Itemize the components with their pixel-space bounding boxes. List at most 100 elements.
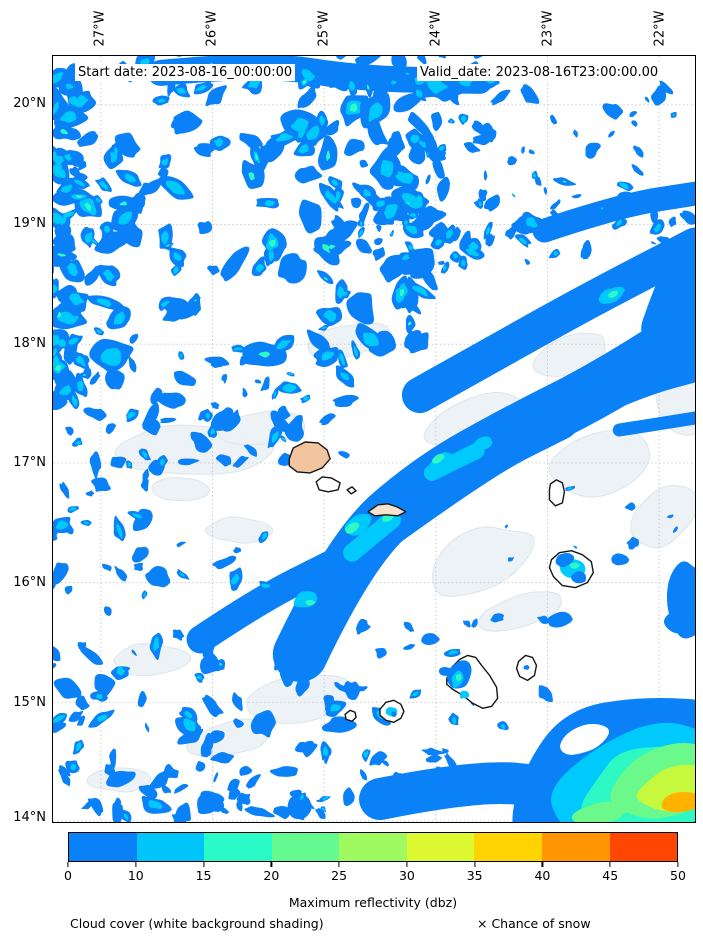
precip-blob bbox=[359, 159, 369, 168]
precip-core bbox=[325, 190, 337, 204]
island-rain-santiago bbox=[438, 667, 453, 676]
colorbar-segment bbox=[271, 833, 340, 861]
colorbar-segment bbox=[136, 833, 205, 861]
precip-blob bbox=[478, 188, 488, 202]
precip-blob bbox=[232, 692, 243, 711]
precip-blob bbox=[608, 130, 615, 138]
start-date-title: Start date: 2023-08-16_00:00:00 bbox=[75, 64, 296, 81]
island-rain-boa-vista bbox=[569, 562, 580, 569]
precip-core bbox=[327, 244, 336, 249]
precip-blob bbox=[442, 748, 449, 754]
precip-core bbox=[363, 189, 371, 197]
precip-core bbox=[418, 141, 427, 148]
lat-tick-17n: 17°N bbox=[13, 455, 46, 470]
precip-core bbox=[100, 347, 122, 367]
precip-core bbox=[264, 199, 276, 207]
precip-blob bbox=[273, 805, 291, 820]
precip-blob bbox=[315, 808, 326, 820]
precip-core bbox=[300, 794, 304, 801]
precip-core bbox=[99, 180, 109, 190]
precip-core bbox=[405, 72, 410, 75]
precip-blob bbox=[80, 647, 104, 665]
precip-blob bbox=[109, 748, 117, 770]
precip-core bbox=[260, 583, 271, 589]
precip-blob bbox=[507, 156, 518, 166]
precip-blob bbox=[114, 565, 128, 582]
precip-core bbox=[180, 353, 183, 359]
precip-blob bbox=[212, 555, 237, 570]
precip-blob bbox=[254, 379, 262, 384]
precip-core bbox=[75, 742, 82, 752]
precip-blob bbox=[407, 111, 435, 140]
lon-tick-26w: 26°W bbox=[204, 10, 220, 46]
precip-blob bbox=[355, 56, 382, 67]
precip-core bbox=[91, 238, 98, 245]
lon-tick-24w: 24°W bbox=[428, 10, 444, 46]
precip-blob bbox=[75, 695, 90, 711]
precip-core bbox=[600, 207, 604, 210]
colorbar-title: Maximum reflectivity (dbz) bbox=[288, 895, 458, 910]
precip-band bbox=[401, 227, 695, 414]
precip-blob bbox=[524, 258, 531, 265]
precip-core bbox=[71, 395, 78, 407]
island-santo-antao bbox=[288, 441, 331, 474]
precip-core bbox=[271, 431, 279, 443]
precip-blob bbox=[431, 111, 443, 132]
precip-core bbox=[367, 84, 370, 90]
precip-core bbox=[290, 117, 309, 132]
precip-core bbox=[53, 72, 64, 84]
colorbar-segment bbox=[541, 833, 610, 861]
lat-tick-16n: 16°N bbox=[13, 575, 46, 590]
precip-core bbox=[96, 694, 103, 699]
precip-blob bbox=[668, 216, 677, 228]
precip-core bbox=[412, 285, 428, 297]
precip-blob bbox=[549, 199, 561, 210]
precip-blob bbox=[602, 103, 624, 120]
precip-core bbox=[96, 329, 102, 334]
precip-core bbox=[380, 159, 394, 178]
precip-core bbox=[127, 462, 131, 467]
precip-blob bbox=[403, 621, 415, 633]
precip-blob bbox=[94, 231, 131, 254]
map-canvas bbox=[53, 56, 695, 822]
precip-core bbox=[415, 89, 423, 98]
precip-core bbox=[408, 321, 412, 326]
precip-blob bbox=[195, 761, 206, 772]
precip-blob bbox=[115, 804, 123, 815]
precip-core bbox=[345, 522, 360, 534]
precip-core bbox=[641, 254, 695, 360]
precip-core bbox=[55, 520, 69, 530]
storm-system-layer bbox=[661, 791, 695, 813]
precip-core bbox=[384, 204, 398, 219]
precip-core bbox=[160, 300, 170, 308]
precip-blob bbox=[53, 262, 54, 274]
precip-blob bbox=[666, 514, 674, 519]
precip-blob bbox=[425, 174, 431, 185]
precip-blob bbox=[323, 220, 358, 244]
precip-blob bbox=[432, 155, 445, 179]
precip-core bbox=[619, 182, 629, 190]
precip-core bbox=[567, 487, 573, 490]
precip-core bbox=[408, 244, 413, 250]
precip-core bbox=[281, 437, 286, 441]
precip-blob bbox=[161, 784, 172, 794]
precip-blob bbox=[528, 149, 535, 155]
precip-core bbox=[518, 237, 527, 245]
precip-blob bbox=[221, 373, 228, 384]
colorbar-tick-label: 25 bbox=[331, 868, 348, 883]
precip-core bbox=[415, 195, 423, 205]
precip-blob bbox=[343, 787, 355, 806]
precip-core bbox=[65, 83, 74, 90]
precip-blob bbox=[145, 565, 171, 588]
precip-blob bbox=[346, 292, 375, 325]
precip-blob bbox=[626, 536, 640, 550]
precip-blob bbox=[129, 333, 139, 344]
precip-blob bbox=[573, 129, 578, 138]
precip-blob bbox=[472, 56, 483, 59]
precip-core bbox=[654, 224, 661, 233]
precip-blob bbox=[172, 629, 185, 641]
precip-core bbox=[663, 606, 695, 634]
precip-blob bbox=[245, 774, 261, 789]
colorbar-ticks bbox=[67, 862, 679, 868]
